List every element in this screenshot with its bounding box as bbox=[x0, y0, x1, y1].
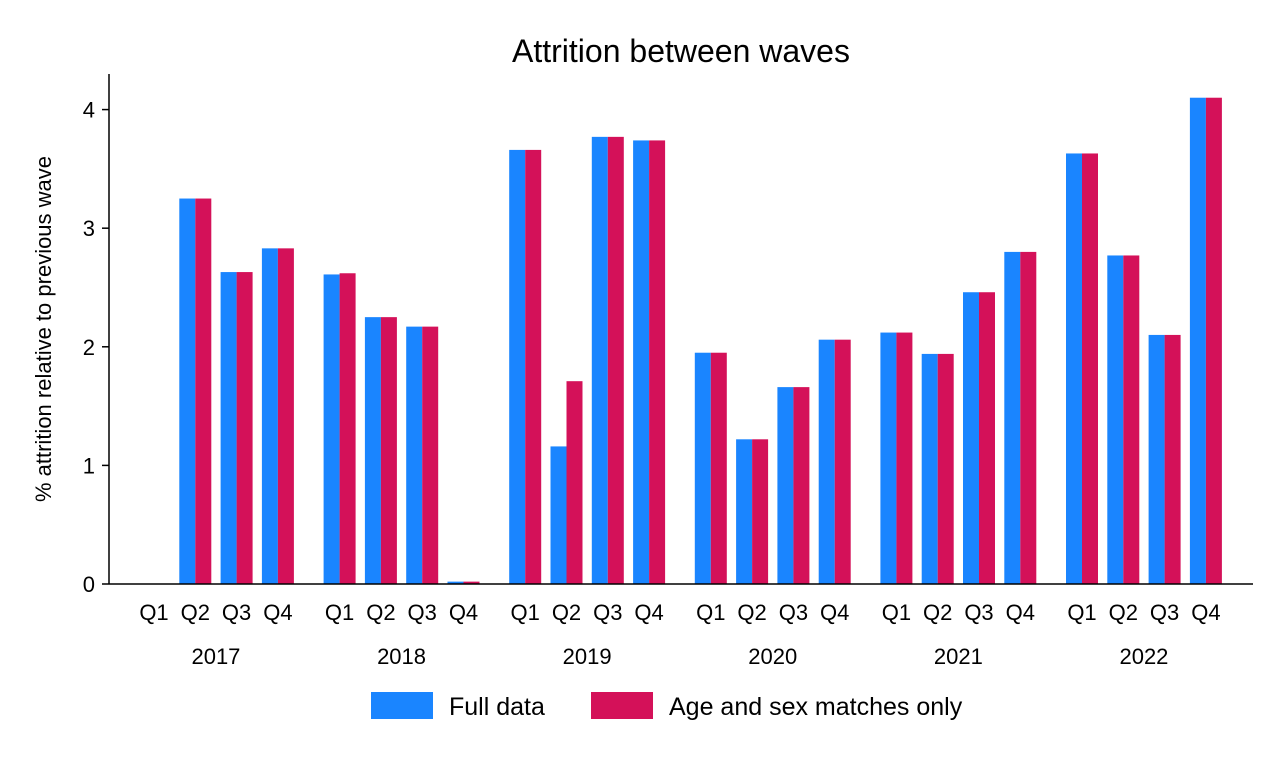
bar-2021-Q1-series-1 bbox=[880, 332, 897, 584]
bar-2018-Q4-series-2 bbox=[463, 581, 480, 584]
x-tick-label-2017-Q1: Q1 bbox=[139, 600, 168, 625]
group-label-2021: 2021 bbox=[934, 644, 983, 669]
x-tick-label-2021-Q1: Q1 bbox=[882, 600, 911, 625]
bar-2022-Q4-series-2 bbox=[1205, 97, 1222, 584]
bar-2019-Q4-series-1 bbox=[633, 140, 650, 584]
bar-2019-Q1-series-2 bbox=[525, 149, 542, 584]
bar-2017-Q3-series-2 bbox=[236, 272, 253, 584]
bar-2021-Q3-series-1 bbox=[963, 292, 979, 584]
bar-2018-Q4-series-1 bbox=[447, 581, 464, 584]
x-tick-label-2018-Q1: Q1 bbox=[325, 600, 354, 625]
bar-2020-Q2-series-1 bbox=[736, 439, 753, 584]
x-tick-label-2019-Q2: Q2 bbox=[552, 600, 581, 625]
group-label-2022: 2022 bbox=[1119, 644, 1168, 669]
x-tick-label-2017-Q3: Q3 bbox=[222, 600, 251, 625]
legend-label-series-2: Age and sex matches only bbox=[669, 693, 963, 721]
bar-2018-Q3-series-2 bbox=[422, 326, 439, 584]
x-tick-label-2021-Q3: Q3 bbox=[964, 600, 993, 625]
bar-2020-Q1-series-2 bbox=[710, 352, 727, 584]
bar-2018-Q2-series-2 bbox=[380, 317, 397, 584]
bar-2017-Q4-series-1 bbox=[261, 248, 278, 585]
bar-2018-Q3-series-1 bbox=[406, 326, 423, 584]
y-tick-label: 4 bbox=[83, 98, 95, 123]
x-tick-label-2022-Q1: Q1 bbox=[1067, 600, 1096, 625]
x-tick-label-2022-Q3: Q3 bbox=[1150, 600, 1179, 625]
bar-2022-Q1-series-1 bbox=[1066, 153, 1082, 584]
bar-2020-Q3-series-2 bbox=[793, 387, 810, 584]
x-tick-label-2019-Q4: Q4 bbox=[634, 600, 663, 625]
x-tick-label-2019-Q3: Q3 bbox=[593, 600, 622, 625]
y-axis-title: % attrition relative to previous wave bbox=[31, 156, 56, 502]
bar-2020-Q2-series-2 bbox=[752, 439, 769, 584]
legend-label-series-1: Full data bbox=[449, 693, 545, 721]
bar-2020-Q1-series-1 bbox=[694, 352, 711, 584]
bar-2020-Q4-series-2 bbox=[834, 339, 851, 584]
bar-2020-Q3-series-1 bbox=[777, 387, 794, 584]
bar-2021-Q4-series-2 bbox=[1020, 251, 1037, 584]
bar-2022-Q1-series-2 bbox=[1082, 153, 1098, 584]
bar-2019-Q2-series-1 bbox=[550, 446, 567, 584]
x-tick-label-2021-Q4: Q4 bbox=[1006, 600, 1035, 625]
bar-2021-Q3-series-2 bbox=[979, 292, 995, 584]
group-label-2020: 2020 bbox=[748, 644, 797, 669]
bar-2017-Q2-series-2 bbox=[195, 198, 212, 584]
x-tick-label-2018-Q2: Q2 bbox=[366, 600, 395, 625]
bar-2019-Q1-series-1 bbox=[509, 149, 526, 584]
bar-2017-Q4-series-2 bbox=[277, 248, 294, 585]
x-tick-label-2018-Q4: Q4 bbox=[449, 600, 478, 625]
bar-2022-Q4-series-1 bbox=[1189, 97, 1206, 584]
x-tick-label-2019-Q1: Q1 bbox=[511, 600, 540, 625]
x-tick-label-2017-Q2: Q2 bbox=[181, 600, 210, 625]
bar-2019-Q3-series-2 bbox=[607, 136, 624, 584]
bar-2022-Q3-series-2 bbox=[1164, 334, 1181, 584]
y-tick-label: 1 bbox=[83, 453, 95, 478]
bar-2021-Q2-series-2 bbox=[937, 353, 954, 584]
bar-2020-Q4-series-1 bbox=[818, 339, 835, 584]
bar-2019-Q3-series-1 bbox=[591, 136, 608, 584]
bar-2022-Q2-series-1 bbox=[1107, 255, 1124, 584]
chart-title: Attrition between waves bbox=[512, 33, 850, 69]
legend: Full data Age and sex matches only bbox=[371, 692, 963, 721]
x-axis: Q1 Q2 Q3 Q4 2017 Q1 Q2 Q3 Q4 2018 Q1 Q2 Q3 Q4 2019 Q1 Q2… bbox=[109, 583, 1253, 669]
bars bbox=[179, 97, 1222, 585]
bar-2017-Q2-series-1 bbox=[179, 198, 196, 584]
x-tick-label-2020-Q3: Q3 bbox=[779, 600, 808, 625]
bar-2018-Q1-series-1 bbox=[323, 274, 340, 584]
legend-swatch-series-2 bbox=[591, 692, 653, 719]
bar-2017-Q3-series-1 bbox=[220, 272, 237, 584]
y-tick-label: 3 bbox=[83, 216, 95, 241]
bar-2022-Q2-series-2 bbox=[1123, 255, 1140, 584]
x-tick-label-2017-Q4: Q4 bbox=[263, 600, 292, 625]
legend-swatch-series-1 bbox=[371, 692, 433, 719]
x-tick-label-2022-Q4: Q4 bbox=[1191, 600, 1220, 625]
bar-2021-Q2-series-1 bbox=[921, 353, 938, 584]
bar-2022-Q3-series-1 bbox=[1148, 334, 1165, 584]
x-tick-label-2018-Q3: Q3 bbox=[408, 600, 437, 625]
x-tick-label-2020-Q2: Q2 bbox=[737, 600, 766, 625]
group-label-2017: 2017 bbox=[191, 644, 240, 669]
group-label-2018: 2018 bbox=[377, 644, 426, 669]
y-axis: 0 1 2 3 4 bbox=[83, 74, 110, 597]
bar-2019-Q4-series-2 bbox=[649, 140, 666, 584]
bar-2019-Q2-series-2 bbox=[566, 381, 583, 584]
x-tick-label-2021-Q2: Q2 bbox=[923, 600, 952, 625]
x-tick-label-2020-Q1: Q1 bbox=[696, 600, 725, 625]
bar-2021-Q1-series-2 bbox=[896, 332, 913, 584]
bar-2018-Q1-series-2 bbox=[339, 273, 356, 584]
group-label-2019: 2019 bbox=[563, 644, 612, 669]
x-tick-label-2022-Q2: Q2 bbox=[1109, 600, 1138, 625]
bar-2018-Q2-series-1 bbox=[364, 317, 381, 584]
y-tick-label: 0 bbox=[83, 572, 95, 597]
y-tick-label: 2 bbox=[83, 335, 95, 360]
bar-2021-Q4-series-1 bbox=[1004, 251, 1021, 584]
x-tick-label-2020-Q4: Q4 bbox=[820, 600, 849, 625]
